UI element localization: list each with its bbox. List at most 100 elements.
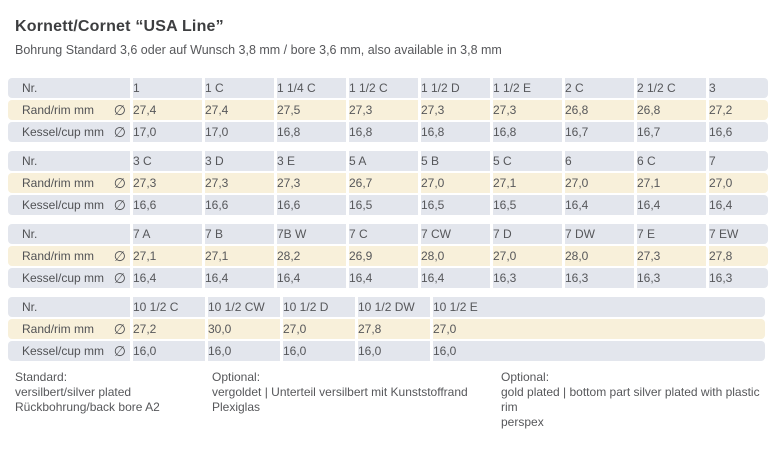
cell-rim-value: 26,9 (349, 246, 418, 266)
row-label-text: Nr. (22, 227, 38, 241)
row-label-text: Kessel/cup mm (22, 271, 105, 285)
cell-cup-value: 16,6 (709, 122, 768, 142)
row-label-nr: Nr. (8, 297, 130, 317)
cell-nr-value: 2 1/2 C (637, 78, 706, 98)
footer-column-optional-1: Optional: vergoldet | Unterteil versilbe… (212, 370, 501, 430)
row-label-cup: Kessel/cup mm ∅ (8, 195, 130, 215)
row-label-text: Nr. (22, 81, 38, 95)
cell-cup-value: 16,4 (133, 268, 202, 288)
table-row-rim: Rand/rim mm ∅ 27,3 27,3 27,3 26,7 27,0 27,1 27,0… (8, 173, 768, 193)
table-row-cup: Kessel/cup mm ∅ 17,0 17,0 16,8 16,8 16,8 16,8 16… (8, 122, 768, 142)
row-label-cup: Kessel/cup mm ∅ (8, 268, 130, 288)
spec-table-group-4: Nr. 10 1/2 C 10 1/2 CW 10 1/2 D 10 1/2 DW 10 … (5, 295, 768, 363)
cell-nr-value: 6 (565, 151, 634, 171)
row-label-text: Rand/rim mm (22, 322, 95, 336)
cell-rim-value: 30,0 (208, 319, 280, 339)
cell-nr-value: 7 D (493, 224, 562, 244)
row-label-rim: Rand/rim mm ∅ (8, 173, 130, 193)
cell-cup-value: 16,7 (565, 122, 634, 142)
cell-nr-value: 2 C (565, 78, 634, 98)
cell-rim-value: 26,8 (637, 100, 706, 120)
cell-rim-value: 27,0 (421, 173, 490, 193)
cell-cup-value: 16,0 (133, 341, 205, 361)
catalog-page: Kornett/Cornet “USA Line” Bohrung Standa… (0, 18, 776, 456)
cell-nr-value: 7 (709, 151, 768, 171)
cell-nr-value: 7 A (133, 224, 202, 244)
cell-nr-value: 3 D (205, 151, 274, 171)
table-row-cup: Kessel/cup mm ∅ 16,4 16,4 16,4 16,4 16,4 16,3 16… (8, 268, 768, 288)
footer-line: Optional: (212, 370, 261, 384)
cell-nr-value: 5 A (349, 151, 418, 171)
footer-column-optional-2: Optional: gold plated | bottom part silv… (501, 370, 761, 430)
diameter-icon: ∅ (113, 124, 126, 140)
cell-cup-value: 16,3 (637, 268, 706, 288)
cell-cup-value: 16,0 (433, 341, 765, 361)
cell-rim-value: 27,4 (133, 100, 202, 120)
cell-rim-value: 27,3 (493, 100, 562, 120)
cell-cup-value: 16,4 (421, 268, 490, 288)
cell-nr-value: 3 E (277, 151, 346, 171)
cell-nr-value: 7 E (637, 224, 706, 244)
cell-nr-value: 1 1/2 E (493, 78, 562, 98)
cell-rim-value: 28,2 (277, 246, 346, 266)
page-subtitle: Bohrung Standard 3,6 oder auf Wunsch 3,8… (15, 43, 502, 57)
cell-cup-value: 16,7 (637, 122, 706, 142)
footer-line: Optional: (501, 370, 550, 384)
row-label-rim: Rand/rim mm ∅ (8, 319, 130, 339)
cell-rim-value: 27,4 (205, 100, 274, 120)
cell-rim-value: 26,7 (349, 173, 418, 193)
row-label-text: Kessel/cup mm (22, 344, 105, 358)
cell-nr-value: 1 1/4 C (277, 78, 346, 98)
cell-cup-value: 16,6 (133, 195, 202, 215)
cell-cup-value: 16,0 (283, 341, 355, 361)
cell-cup-value: 16,4 (709, 195, 768, 215)
cell-rim-value: 27,0 (565, 173, 634, 193)
table-row-rim: Rand/rim mm ∅ 27,2 30,0 27,0 27,8 27,0 (8, 319, 765, 339)
table-row-cup: Kessel/cup mm ∅ 16,6 16,6 16,6 16,5 16,5 16,5 16… (8, 195, 768, 215)
footer-line: gold plated | bottom part silver plated … (501, 385, 760, 414)
table-row-rim: Rand/rim mm ∅ 27,4 27,4 27,5 27,3 27,3 27,3 26,8… (8, 100, 768, 120)
table-row-rim: Rand/rim mm ∅ 27,1 27,1 28,2 26,9 28,0 27,0 28,0… (8, 246, 768, 266)
footer-line: Rückbohrung/back bore A2 (15, 400, 160, 414)
cell-nr-value: 5 C (493, 151, 562, 171)
cell-nr-value: 1 1/2 C (349, 78, 418, 98)
row-label-text: Rand/rim mm (22, 249, 95, 263)
cell-rim-value: 27,0 (283, 319, 355, 339)
row-label-text: Rand/rim mm (22, 176, 95, 190)
cell-rim-value: 27,0 (433, 319, 765, 339)
cell-nr-value: 10 1/2 CW (208, 297, 280, 317)
cell-rim-value: 27,3 (133, 173, 202, 193)
cell-cup-value: 16,8 (349, 122, 418, 142)
cell-rim-value: 27,3 (421, 100, 490, 120)
cell-rim-value: 28,0 (421, 246, 490, 266)
row-label-rim: Rand/rim mm ∅ (8, 246, 130, 266)
cell-cup-value: 16,8 (277, 122, 346, 142)
diameter-icon: ∅ (113, 197, 126, 213)
diameter-icon: ∅ (113, 321, 126, 337)
cell-cup-value: 16,4 (637, 195, 706, 215)
cell-cup-value: 16,6 (205, 195, 274, 215)
cell-cup-value: 16,6 (277, 195, 346, 215)
cell-nr-value: 7 EW (709, 224, 768, 244)
row-label-text: Kessel/cup mm (22, 198, 105, 212)
cell-cup-value: 16,8 (421, 122, 490, 142)
cell-rim-value: 27,1 (493, 173, 562, 193)
cell-cup-value: 17,0 (133, 122, 202, 142)
row-label-rim: Rand/rim mm ∅ (8, 100, 130, 120)
footer: Standard: versilbert/silver plated Rückb… (15, 370, 776, 430)
cell-rim-value: 27,5 (277, 100, 346, 120)
diameter-icon: ∅ (113, 175, 126, 191)
cell-rim-value: 27,2 (709, 100, 768, 120)
table-row-cup: Kessel/cup mm ∅ 16,0 16,0 16,0 16,0 16,0 (8, 341, 765, 361)
footer-line: Standard: (15, 370, 68, 384)
row-label-text: Nr. (22, 300, 38, 314)
cell-nr-value: 10 1/2 DW (358, 297, 430, 317)
cell-rim-value: 27,1 (637, 173, 706, 193)
cell-rim-value: 27,3 (277, 173, 346, 193)
cell-cup-value: 16,5 (349, 195, 418, 215)
cell-nr-value: 5 B (421, 151, 490, 171)
